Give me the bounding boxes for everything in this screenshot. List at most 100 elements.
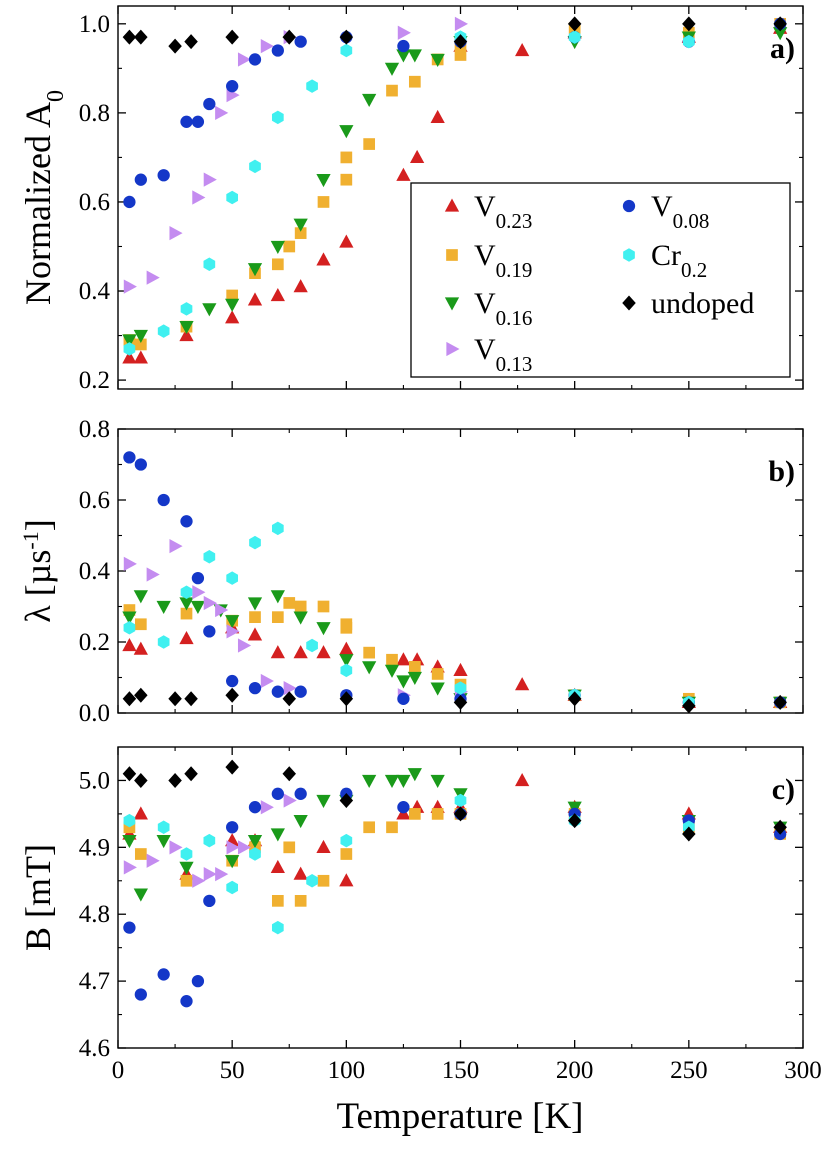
y-tick-label: 4.6: [79, 1035, 110, 1062]
data-point: [294, 894, 307, 907]
data-point: [203, 894, 216, 907]
data-point: [215, 105, 229, 121]
data-point: [340, 43, 353, 58]
data-point: [122, 638, 137, 652]
data-point: [169, 226, 183, 241]
data-point: [123, 279, 137, 294]
data-point: [203, 833, 216, 848]
y-axis-label-base: λ [µs: [18, 550, 58, 623]
data-point: [203, 257, 216, 272]
data-point: [340, 151, 353, 164]
legend-label: V0.23: [474, 190, 532, 233]
data-point: [226, 880, 239, 895]
data-point: [454, 49, 467, 61]
data-point: [339, 691, 354, 707]
data-point: [260, 800, 274, 815]
data-point: [340, 621, 353, 634]
data-point: [430, 774, 445, 788]
data-point: [260, 38, 274, 54]
legend-item-V008: V0.08: [622, 190, 710, 233]
data-point: [454, 681, 467, 695]
data-point: [133, 641, 148, 655]
data-point: [134, 618, 147, 631]
legend-marker: [446, 341, 460, 357]
y-tick-label: 0.6: [79, 487, 110, 514]
legend-item-V016: V0.16: [444, 287, 532, 330]
data-point: [180, 115, 193, 128]
data-point: [123, 556, 137, 572]
data-point: [249, 611, 261, 623]
legend-item-undoped: undoped: [622, 287, 754, 320]
data-point: [203, 97, 216, 111]
data-point: [270, 590, 285, 604]
data-point: [192, 190, 206, 205]
data-point: [157, 169, 170, 182]
data-point: [384, 62, 400, 76]
data-point: [363, 646, 376, 659]
data-point: [316, 794, 331, 809]
data-point: [339, 873, 354, 887]
data-point: [146, 853, 160, 868]
data-point: [249, 847, 261, 861]
data-point: [247, 627, 263, 641]
data-point: [384, 774, 400, 788]
data-point: [226, 289, 239, 302]
data-point: [408, 75, 421, 88]
data-point: [515, 772, 530, 787]
data-point: [682, 34, 695, 49]
data-point: [180, 607, 193, 620]
data-point: [169, 840, 183, 855]
legend-label: undoped: [651, 287, 754, 320]
data-point: [133, 350, 148, 364]
data-point: [122, 334, 137, 348]
data-point: [362, 774, 377, 788]
legend-label-sub: 0.13: [496, 352, 533, 376]
y-tick-label: 0.4: [79, 558, 111, 585]
panel-0: 0.2 0.4 0.6 0.8 1.0 Normalized A0 a): [18, 5, 804, 394]
data-point: [203, 595, 217, 611]
data-point: [397, 25, 411, 40]
legend-item-V013: V0.13: [446, 333, 532, 376]
legend-label-sub: 0.08: [673, 209, 710, 233]
data-point: [773, 27, 788, 41]
data-point: [203, 625, 216, 638]
y-axis-label: Normalized A0: [18, 90, 69, 305]
data-point: [270, 240, 285, 254]
data-point: [248, 801, 262, 814]
data-point: [430, 682, 445, 696]
legend-item-V023: V0.23: [444, 190, 532, 233]
data-point: [157, 324, 170, 338]
data-point: [293, 645, 308, 659]
data-point: [682, 16, 696, 32]
data-point: [396, 774, 411, 788]
data-point: [306, 638, 318, 653]
data-point: [184, 691, 198, 707]
data-point: [226, 571, 239, 585]
data-point: [397, 39, 410, 53]
legend-box: [410, 182, 791, 378]
data-point: [168, 772, 182, 788]
panel-label: c): [772, 773, 795, 806]
data-point: [247, 597, 263, 611]
data-point: [122, 766, 137, 782]
data-point: [409, 149, 425, 164]
y-axis-label-sup: -1: [18, 531, 43, 549]
data-point: [249, 535, 261, 550]
legend-label-sub: 0.23: [496, 209, 533, 233]
data-point: [226, 624, 240, 639]
data-point: [567, 813, 582, 829]
data-point: [408, 661, 421, 673]
data-point: [316, 252, 331, 266]
data-point: [180, 847, 193, 861]
data-point: [122, 29, 137, 45]
data-point: [271, 920, 284, 935]
series-Cr02: [123, 521, 695, 710]
data-point: [122, 835, 137, 849]
data-point: [133, 888, 148, 902]
data-point: [293, 279, 308, 293]
y-axis-label-sub: 0: [43, 90, 69, 102]
data-point: [397, 801, 410, 814]
data-point: [386, 653, 398, 666]
series-Cr02: [123, 793, 695, 935]
